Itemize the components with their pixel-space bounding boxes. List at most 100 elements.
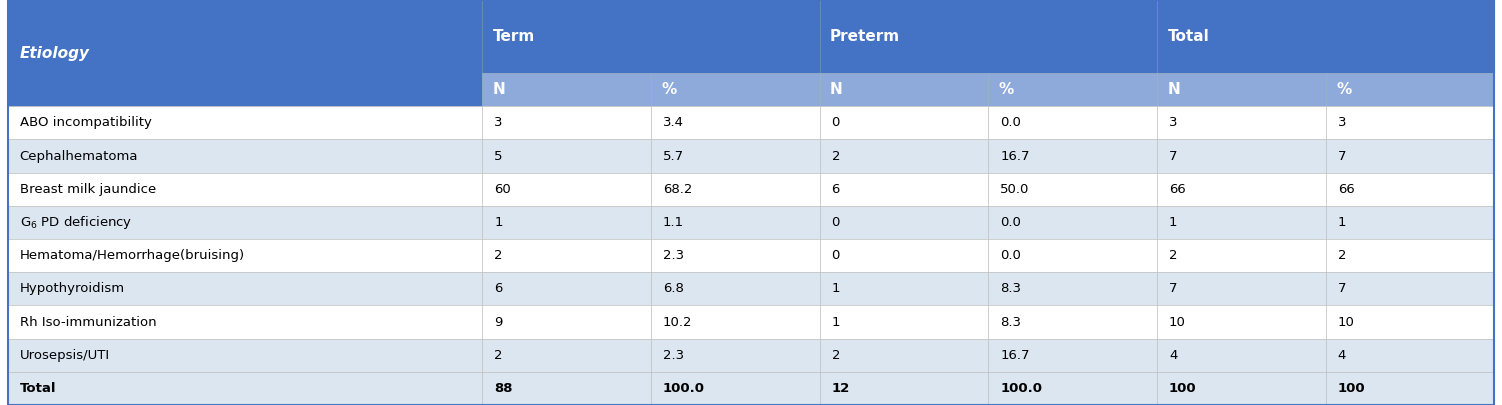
Text: Preterm: Preterm <box>831 29 900 44</box>
Bar <box>482 106 650 139</box>
Text: 100: 100 <box>1338 382 1365 395</box>
Text: 0.0: 0.0 <box>1000 116 1021 129</box>
Text: Hypothyroidism: Hypothyroidism <box>20 282 125 295</box>
Text: 100.0: 100.0 <box>1000 382 1042 395</box>
Text: 16.7: 16.7 <box>1000 149 1030 162</box>
Text: 6: 6 <box>832 183 840 196</box>
Bar <box>8 139 482 173</box>
Bar <box>988 206 1157 239</box>
Bar <box>820 339 988 372</box>
Bar <box>650 206 820 239</box>
Bar <box>8 206 482 239</box>
Bar <box>482 0 820 73</box>
Text: 5.7: 5.7 <box>662 149 683 162</box>
Text: 6.8: 6.8 <box>662 282 683 295</box>
Text: 10.2: 10.2 <box>662 315 692 328</box>
Text: 66: 66 <box>1169 183 1185 196</box>
Bar <box>8 173 482 206</box>
Text: 7: 7 <box>1338 282 1346 295</box>
Text: 1.1: 1.1 <box>662 216 683 229</box>
Text: 2: 2 <box>832 149 840 162</box>
Text: 12: 12 <box>832 382 850 395</box>
Bar <box>482 305 650 339</box>
Bar <box>988 73 1157 106</box>
Text: ABO incompatibility: ABO incompatibility <box>20 116 152 129</box>
Bar <box>988 272 1157 305</box>
Text: 3: 3 <box>494 116 503 129</box>
Bar <box>650 173 820 206</box>
Bar <box>1157 73 1326 106</box>
Bar <box>988 139 1157 173</box>
Bar <box>1326 173 1494 206</box>
Bar <box>820 305 988 339</box>
Text: 2: 2 <box>494 249 503 262</box>
Text: 1: 1 <box>832 315 840 328</box>
Bar <box>482 173 650 206</box>
Text: 10: 10 <box>1338 315 1355 328</box>
Text: Term: Term <box>493 29 535 44</box>
Bar <box>820 272 988 305</box>
Bar <box>1157 139 1326 173</box>
Bar <box>820 239 988 272</box>
Bar <box>820 173 988 206</box>
Text: 5: 5 <box>494 149 503 162</box>
Bar <box>820 139 988 173</box>
Text: %: % <box>999 82 1014 97</box>
Text: 2.3: 2.3 <box>662 349 683 362</box>
Bar <box>1326 239 1494 272</box>
Text: 0.0: 0.0 <box>1000 249 1021 262</box>
Text: Total: Total <box>20 382 56 395</box>
Bar <box>1326 106 1494 139</box>
Bar <box>650 106 820 139</box>
Text: Cephalhematoma: Cephalhematoma <box>20 149 138 162</box>
Bar <box>1326 305 1494 339</box>
Bar <box>1157 305 1326 339</box>
Text: 100: 100 <box>1169 382 1197 395</box>
Bar <box>988 339 1157 372</box>
Bar <box>482 73 650 106</box>
Bar <box>482 239 650 272</box>
Bar <box>8 339 482 372</box>
Bar <box>1157 372 1326 405</box>
Text: N: N <box>1167 82 1181 97</box>
Bar <box>650 73 820 106</box>
Text: 50.0: 50.0 <box>1000 183 1030 196</box>
Bar <box>988 372 1157 405</box>
Bar <box>1157 106 1326 139</box>
Bar <box>8 239 482 272</box>
Bar <box>1157 272 1326 305</box>
Text: 9: 9 <box>494 315 503 328</box>
Bar <box>988 305 1157 339</box>
Bar <box>1326 139 1494 173</box>
Bar <box>1157 0 1494 73</box>
Text: 1: 1 <box>1169 216 1178 229</box>
Bar <box>8 106 482 139</box>
Text: 2: 2 <box>494 349 503 362</box>
Text: 4: 4 <box>1338 349 1346 362</box>
Text: Hematoma/Hemorrhage(bruising): Hematoma/Hemorrhage(bruising) <box>20 249 245 262</box>
Text: 1: 1 <box>832 282 840 295</box>
Text: 60: 60 <box>494 183 511 196</box>
Text: Rh Iso-immunization: Rh Iso-immunization <box>20 315 156 328</box>
Text: N: N <box>493 82 505 97</box>
Bar <box>482 339 650 372</box>
Text: 3.4: 3.4 <box>662 116 683 129</box>
Text: 2.3: 2.3 <box>662 249 683 262</box>
Text: 8.3: 8.3 <box>1000 315 1021 328</box>
Bar <box>820 106 988 139</box>
Text: 3: 3 <box>1169 116 1178 129</box>
Bar <box>8 0 482 106</box>
Text: %: % <box>1337 82 1352 97</box>
Text: Urosepsis/UTI: Urosepsis/UTI <box>20 349 110 362</box>
Bar <box>820 206 988 239</box>
Text: 88: 88 <box>494 382 512 395</box>
Bar <box>1326 73 1494 106</box>
Text: 0: 0 <box>832 249 840 262</box>
Text: 66: 66 <box>1338 183 1355 196</box>
Bar <box>482 139 650 173</box>
Text: Breast milk jaundice: Breast milk jaundice <box>20 183 156 196</box>
Text: 3: 3 <box>1338 116 1346 129</box>
Text: 2: 2 <box>832 349 840 362</box>
Text: 68.2: 68.2 <box>662 183 692 196</box>
Text: 2: 2 <box>1169 249 1178 262</box>
